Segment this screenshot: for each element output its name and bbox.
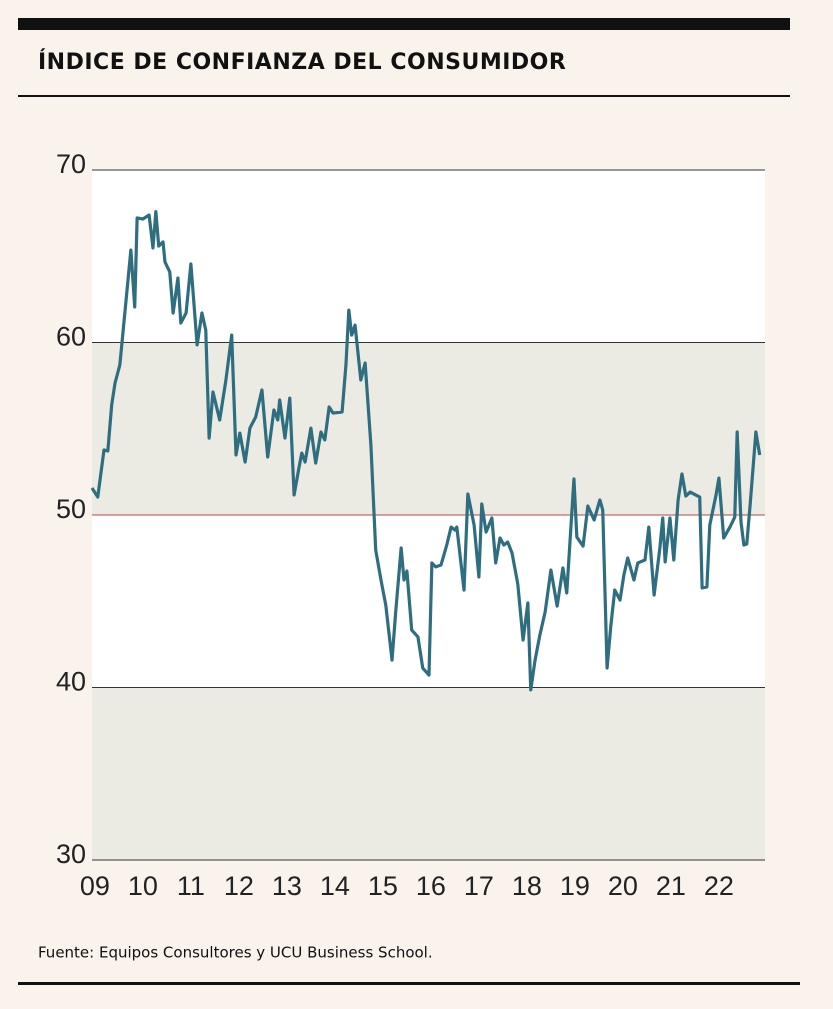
- title-rule: [18, 95, 790, 97]
- x-tick-label: 18: [512, 871, 542, 901]
- bottom-rule: [18, 982, 800, 985]
- x-tick-label: 14: [320, 871, 350, 901]
- x-tick-label: 16: [416, 871, 446, 901]
- x-tick-label: 12: [224, 871, 254, 901]
- y-tick-label: 60: [56, 322, 86, 352]
- y-tick-label: 70: [56, 149, 86, 179]
- x-tick-label: 13: [272, 871, 302, 901]
- source-note: Fuente: Equipos Consultores y UCU Busine…: [38, 944, 433, 962]
- data-line: [90, 209, 762, 692]
- x-tick-label: 17: [464, 871, 494, 901]
- top-bar: [18, 18, 790, 30]
- x-tick-label: 20: [608, 871, 638, 901]
- x-tick-label: 09: [80, 871, 110, 901]
- y-tick-label: 30: [56, 839, 86, 869]
- band: [92, 687, 765, 860]
- band: [92, 342, 765, 515]
- x-tick-label: 15: [368, 871, 398, 901]
- plot-area: 30 40 50 60 70 09 10 11 12 13 14 15 16 17 18 19 20 21 22: [56, 149, 765, 901]
- x-tick-label: 22: [704, 871, 734, 901]
- x-tick-label: 21: [656, 871, 686, 901]
- chart-title: ÍNDICE DE CONFIANZA DEL CONSUMIDOR: [38, 49, 566, 75]
- y-tick-label: 40: [56, 667, 86, 697]
- x-tick-label: 11: [177, 871, 205, 901]
- x-tick-label: 19: [560, 871, 590, 901]
- y-tick-label: 50: [56, 494, 86, 524]
- x-tick-label: 10: [128, 871, 158, 901]
